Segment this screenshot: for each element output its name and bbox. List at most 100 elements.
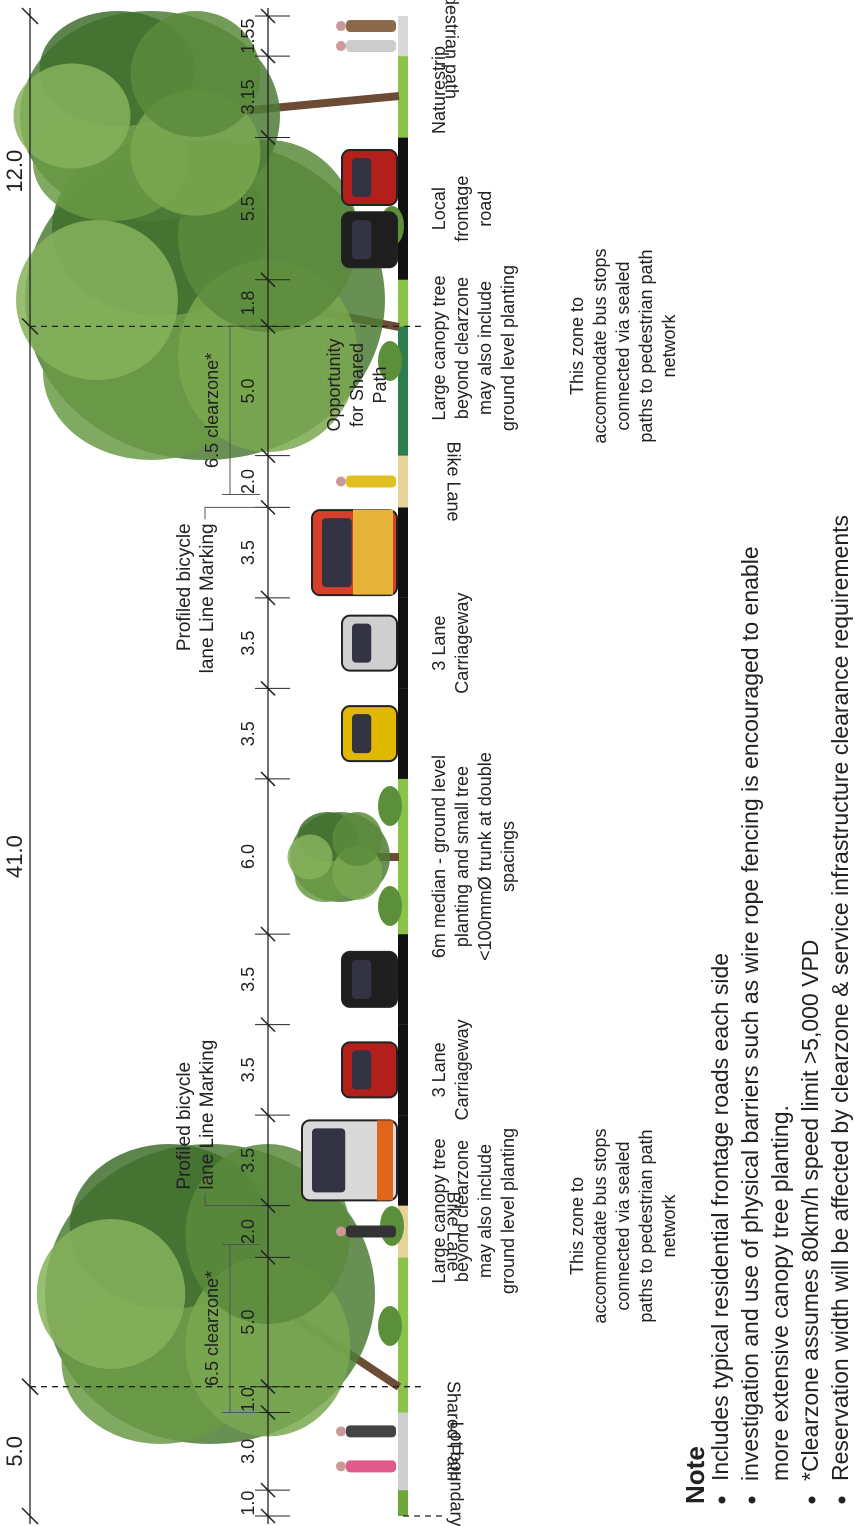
ground-surface xyxy=(398,456,408,508)
segment-dimension-label: 3.5 xyxy=(238,631,258,656)
segment-dimension-label: 5.0 xyxy=(238,1310,258,1335)
vehicle-window xyxy=(312,1128,345,1192)
bicycle-marking-label: Profiled bicycle xyxy=(174,523,195,651)
person xyxy=(346,1425,396,1437)
ground-surface xyxy=(398,598,408,689)
note-item: investigation and use of physical barrie… xyxy=(737,546,763,1481)
zone-label: Path xyxy=(370,366,390,403)
ground-surface xyxy=(398,1490,408,1516)
zone-label: beyond clearzone xyxy=(452,277,472,419)
zone-label: for Shared xyxy=(347,343,367,427)
leader-line xyxy=(205,507,262,519)
vehicle-window xyxy=(322,518,352,587)
zone-label: road xyxy=(475,191,495,227)
zone-label: Shared Path xyxy=(443,1381,463,1481)
note-item: more extensive canopy tree planting. xyxy=(767,1105,793,1481)
zone-label: frontage xyxy=(452,176,472,242)
note-title: Note xyxy=(680,1446,710,1504)
person xyxy=(346,20,396,32)
note-item: Reservation width will be affected by cl… xyxy=(827,515,853,1481)
bus-stripe xyxy=(377,1120,393,1200)
bullet xyxy=(839,1497,846,1504)
segment-dimension-label: 3.15 xyxy=(238,79,258,114)
segment-dimension-label: 2.0 xyxy=(238,469,258,494)
segment-dimension-label: 3.5 xyxy=(238,721,258,746)
tree-canopy xyxy=(37,1219,186,1369)
ground-surface xyxy=(398,688,408,779)
zone-label: connected via sealed xyxy=(613,261,633,430)
bullet xyxy=(809,1497,816,1504)
ground-surface xyxy=(398,16,408,56)
zone-label: Carriageway xyxy=(452,593,472,694)
zone-label: Bike Lane xyxy=(443,1191,463,1271)
zone-label: may also include xyxy=(475,281,495,415)
bicycle-marking-label: lane Line Marking xyxy=(197,1040,218,1190)
zone-label: ground level planting xyxy=(498,265,518,431)
segment-dimension-label: 1.8 xyxy=(238,291,258,316)
segment-dimension-label: 3.5 xyxy=(238,1057,258,1082)
cross-section-diagram: 5.041.012.01.03.01.05.02.03.53.53.56.03.… xyxy=(0,0,855,1526)
person xyxy=(346,40,396,52)
ground-surface xyxy=(398,1115,408,1206)
page: 5.041.012.01.03.01.05.02.03.53.53.56.03.… xyxy=(0,0,855,1526)
rotated-section: 5.041.012.01.03.01.05.02.03.53.53.56.03.… xyxy=(2,0,853,1526)
bullet xyxy=(749,1497,756,1504)
segment-dimension-label: 3.5 xyxy=(238,1148,258,1173)
vehicle-window xyxy=(352,960,371,999)
zone-label: network xyxy=(659,1193,679,1257)
clearzone-label: 6.5 clearzone* xyxy=(202,353,222,468)
overall-dimension-label: 12.0 xyxy=(2,150,27,193)
zone-label: paths to pedestrian path xyxy=(636,249,656,442)
tree-canopy xyxy=(16,220,178,380)
ground-surface xyxy=(398,56,408,137)
truck-panel xyxy=(353,510,393,595)
zone-label: Opportunity xyxy=(324,338,344,431)
ground-surface xyxy=(398,138,408,280)
zone-label: This zone to xyxy=(567,297,587,395)
bullet xyxy=(719,1497,726,1504)
segment-dimension-label: 2.0 xyxy=(238,1219,258,1244)
ground-surface xyxy=(398,1387,408,1413)
zone-label: <100mmØ trunk at double xyxy=(475,752,495,961)
zone-label: network xyxy=(659,313,679,377)
person xyxy=(346,1460,396,1472)
tree-canopy xyxy=(333,812,383,866)
vehicle-window xyxy=(352,158,371,197)
tree-canopy xyxy=(14,64,131,169)
ground-surface xyxy=(398,507,408,598)
segment-dimension-label: 3.5 xyxy=(238,540,258,565)
segment-dimension-label: 5.5 xyxy=(238,196,258,221)
shrub xyxy=(378,886,402,926)
overall-dimension-label: 41.0 xyxy=(2,835,27,878)
zone-label: Large canopy tree xyxy=(429,275,449,420)
ground-surface xyxy=(398,326,408,455)
zone-label: This zone to xyxy=(567,1177,587,1275)
zone-label: 6m median - ground level xyxy=(429,755,449,958)
segment-dimension-label: 1.55 xyxy=(238,19,258,54)
zone-label: Local xyxy=(429,187,449,230)
zone-label: may also include xyxy=(475,1144,495,1278)
person-head xyxy=(336,1461,346,1471)
person xyxy=(346,1226,396,1238)
zone-label: accommodate bus stops xyxy=(590,1128,610,1323)
segment-dimension-label: 3.5 xyxy=(238,967,258,992)
zone-label: ground level planting xyxy=(498,1128,518,1294)
shrub xyxy=(378,786,402,826)
zone-label: Bike Lane xyxy=(443,441,463,521)
ground-surface xyxy=(398,1025,408,1116)
note-item: Includes typical residential frontage ro… xyxy=(707,953,733,1481)
tree-canopy xyxy=(288,835,333,880)
segment-dimension-label: 1.0 xyxy=(238,1491,258,1516)
bicycle-marking-label: Profiled bicycle xyxy=(174,1062,195,1190)
person-head xyxy=(336,21,346,31)
person-head xyxy=(336,477,346,487)
segment-dimension-label: 5.0 xyxy=(238,378,258,403)
person-head xyxy=(336,1227,346,1237)
vehicle-window xyxy=(352,714,371,753)
zone-label: planting and small tree xyxy=(452,766,472,947)
segment-dimension-label: 6.0 xyxy=(238,844,258,869)
clearzone-label: 6.5 clearzone* xyxy=(202,1271,222,1386)
zone-label: 3 Lane xyxy=(429,1042,449,1097)
zone-label: paths to pedestrian path xyxy=(636,1129,656,1322)
segment-dimension-label: 1.0 xyxy=(238,1387,258,1412)
